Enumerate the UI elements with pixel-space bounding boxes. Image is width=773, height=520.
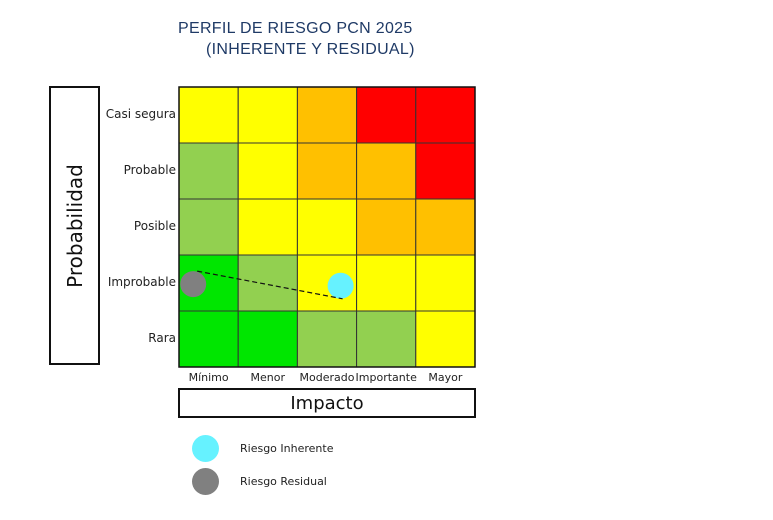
matrix-cell-r1-c3 xyxy=(356,142,417,200)
y-tick-label: Casi segura xyxy=(105,107,176,121)
matrix-cell-r3-c3 xyxy=(356,254,417,312)
matrix-cell-r2-c0 xyxy=(178,198,239,256)
matrix-cell-r1-c0 xyxy=(178,142,239,200)
legend-label-residual: Riesgo Residual xyxy=(240,475,327,488)
matrix-cell-r0-c0 xyxy=(178,86,239,144)
x-tick-label: Moderado xyxy=(299,371,355,384)
x-axis-label-box: Impacto xyxy=(178,388,476,418)
legend-label-inherent: Riesgo Inherente xyxy=(240,442,334,455)
x-tick-label: Mayor xyxy=(428,371,463,384)
legend-marker-residual xyxy=(192,468,219,495)
x-tick-label: Menor xyxy=(250,371,286,384)
marker-riesgo-inherente xyxy=(327,272,354,299)
chart-subtitle: (INHERENTE Y RESIDUAL) xyxy=(206,41,415,58)
matrix-cell-r4-c4 xyxy=(415,310,476,368)
matrix-cell-r0-c2 xyxy=(296,86,358,144)
matrix-cell-r2-c2 xyxy=(296,198,358,256)
matrix-cell-r4-c2 xyxy=(296,310,358,368)
matrix-border xyxy=(178,86,476,368)
matrix-cell-r1-c2 xyxy=(296,142,358,200)
x-tick-label: Importante xyxy=(355,371,417,384)
chart-title-line1: PERFIL DE RIESGO PCN 2025 xyxy=(178,20,413,37)
y-axis-label-box: Probabilidad xyxy=(49,86,100,365)
matrix-cell-r0-c3 xyxy=(356,86,417,144)
y-tick-label: Posible xyxy=(133,219,176,233)
y-tick-label: Improbable xyxy=(107,275,176,289)
matrix-cell-r4-c3 xyxy=(356,310,417,368)
x-axis-label: Impacto xyxy=(290,392,364,414)
matrix-cell-r4-c1 xyxy=(237,310,298,368)
matrix-cell-r2-c1 xyxy=(237,198,298,256)
x-tick-label: Mínimo xyxy=(188,371,229,384)
matrix-cell-r2-c3 xyxy=(356,198,417,256)
matrix-cell-r0-c4 xyxy=(415,86,476,144)
matrix-cell-r3-c4 xyxy=(415,254,476,312)
inherent-residual-connector xyxy=(197,270,343,300)
matrix-cell-r4-c0 xyxy=(178,310,239,368)
matrix-cell-r1-c4 xyxy=(415,142,476,200)
legend-item-residual: Riesgo Residual xyxy=(192,468,327,495)
legend-item-inherent: Riesgo Inherente xyxy=(192,435,333,462)
matrix-cell-r3-c1 xyxy=(237,254,298,312)
matrix-cell-r0-c1 xyxy=(237,86,298,144)
matrix-cell-r2-c4 xyxy=(415,198,476,256)
matrix-cell-r1-c1 xyxy=(237,142,298,200)
legend-marker-inherent xyxy=(192,435,219,462)
y-tick-label: Probable xyxy=(123,163,176,177)
chart-title: PERFIL DE RIESGO PCN 2025 (INHERENTE Y R… xyxy=(178,18,438,60)
marker-riesgo-residual xyxy=(180,271,207,298)
y-tick-label: Rara xyxy=(148,331,176,345)
